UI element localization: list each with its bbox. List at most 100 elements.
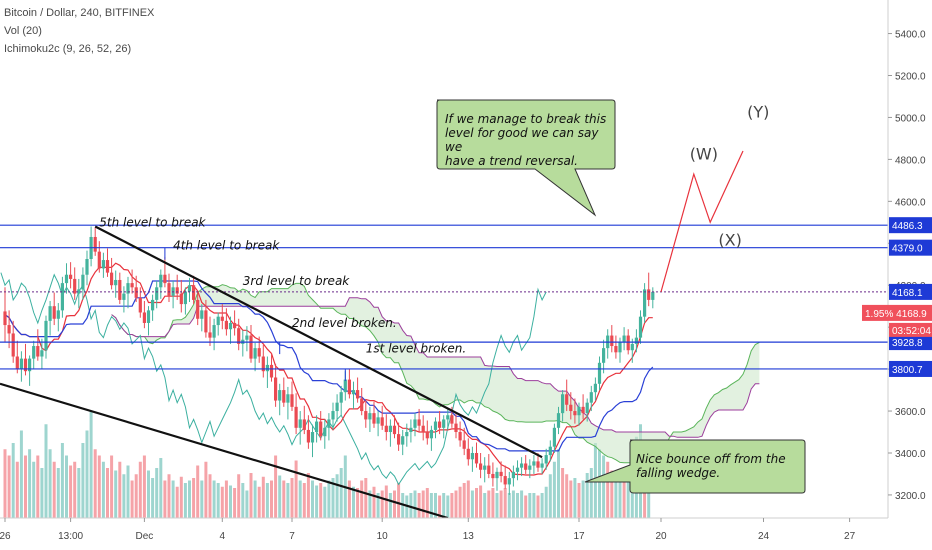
candle-body [503, 476, 507, 485]
candle-body [175, 287, 179, 294]
time-tick-label: 4 [220, 531, 226, 542]
candle-body [163, 274, 167, 284]
volume-bar [159, 458, 163, 518]
candle-body [52, 306, 56, 319]
candle-body [282, 390, 286, 403]
volume-bar [192, 478, 196, 518]
volume-bar [499, 490, 503, 518]
candle-body [319, 421, 323, 437]
volume-bar [311, 480, 314, 518]
last-price-badge-bg [889, 283, 932, 300]
volume-bar [3, 449, 7, 518]
callout-top-line-3: have a trend reversal. [445, 154, 578, 168]
volume-bar [540, 493, 544, 518]
price-tick-label: 4800.0 [895, 155, 926, 166]
level-annotation: 1st level broken. [366, 341, 466, 355]
candle-body [602, 348, 606, 363]
candle-body [192, 285, 196, 300]
volume-bar [503, 488, 507, 518]
volume-bar [470, 490, 474, 518]
candle-body [81, 274, 85, 290]
volume-bar [376, 493, 380, 518]
candle-body [626, 335, 630, 351]
candle-body [384, 425, 388, 433]
candle-body [187, 285, 192, 292]
cloud-fill [111, 283, 760, 463]
volume-bar [507, 493, 511, 518]
candle-body [118, 279, 122, 300]
volume-bar [606, 461, 610, 518]
volume-bar [585, 473, 589, 518]
price-tick-label: 3600.0 [895, 407, 926, 418]
candle-body [335, 402, 339, 412]
volume-bar [196, 465, 200, 518]
candle-body [438, 421, 442, 428]
volume-bar [495, 493, 499, 518]
volume-bar [89, 411, 93, 518]
candle-body [585, 402, 589, 414]
volume-bar [257, 486, 261, 518]
candles [3, 226, 655, 495]
callout-box-top [436, 99, 616, 217]
volume-bar [15, 461, 19, 518]
ichimoku-indicator-label[interactable]: Ichimoku2c (9, 26, 52, 26) [4, 43, 132, 55]
candle-body [278, 390, 282, 401]
candle-body [7, 325, 11, 334]
candle-body [368, 413, 372, 420]
callout-text-top: If we manage to break this level for goo… [445, 112, 610, 168]
volume-bar [475, 488, 478, 518]
volume-bar [511, 490, 515, 518]
volume-bar [384, 485, 388, 518]
candle-body [220, 316, 224, 321]
volume-bar [286, 483, 290, 518]
wedge-lower-line [0, 382, 449, 520]
candle-body [524, 463, 528, 470]
candle-body [101, 260, 105, 269]
volume-bar [315, 485, 319, 518]
candle-body [19, 358, 23, 370]
candle-body [458, 432, 462, 441]
candle-body [552, 427, 556, 447]
candle-body [331, 411, 335, 420]
candle-body [565, 394, 569, 405]
volume-bar [417, 493, 421, 518]
candle-body [249, 335, 253, 359]
candle-body [610, 335, 614, 347]
volume-bar [413, 490, 417, 518]
candle-body [36, 346, 40, 357]
candle-body [409, 427, 413, 433]
volume-bar [19, 430, 23, 518]
elliott-projection [660, 150, 744, 293]
volume-bar [589, 468, 593, 518]
candle-body [347, 379, 351, 395]
volume-bar [122, 474, 126, 518]
candle-body [327, 419, 331, 428]
symbol-title[interactable]: Bitcoin / Dollar, 240, BITFINEX [4, 7, 155, 19]
candle-body [245, 335, 249, 340]
candle-body [454, 423, 458, 433]
level-badge-bg [889, 217, 932, 234]
candle-body [298, 419, 302, 428]
time-tick-label: 13 [463, 531, 475, 542]
candle-body [32, 346, 36, 359]
volume-indicator-label[interactable]: Vol (20) [4, 25, 42, 37]
volume-bar [356, 488, 360, 518]
volume-bar [516, 493, 519, 518]
candle-body [44, 320, 48, 351]
candle-body [343, 379, 347, 393]
candle-body [93, 236, 97, 252]
volume-bar [552, 461, 556, 518]
candle-body [48, 306, 52, 321]
time-axis[interactable]: 26 13:00 Dec 4 7 10 13 17 20 24 27 [0, 517, 932, 550]
volume-bar [44, 424, 48, 518]
candle-body [196, 299, 200, 319]
candle-body [28, 358, 32, 372]
volume-bar [114, 470, 118, 518]
candle-body [208, 332, 212, 338]
candle-body [417, 419, 421, 426]
price-axis[interactable]: 3200.03400.03600.03800.04000.04200.04400… [862, 0, 932, 518]
level-annotation: 2nd level broken. [292, 316, 397, 330]
volume-bar [372, 486, 376, 518]
lagging-span [0, 272, 547, 486]
